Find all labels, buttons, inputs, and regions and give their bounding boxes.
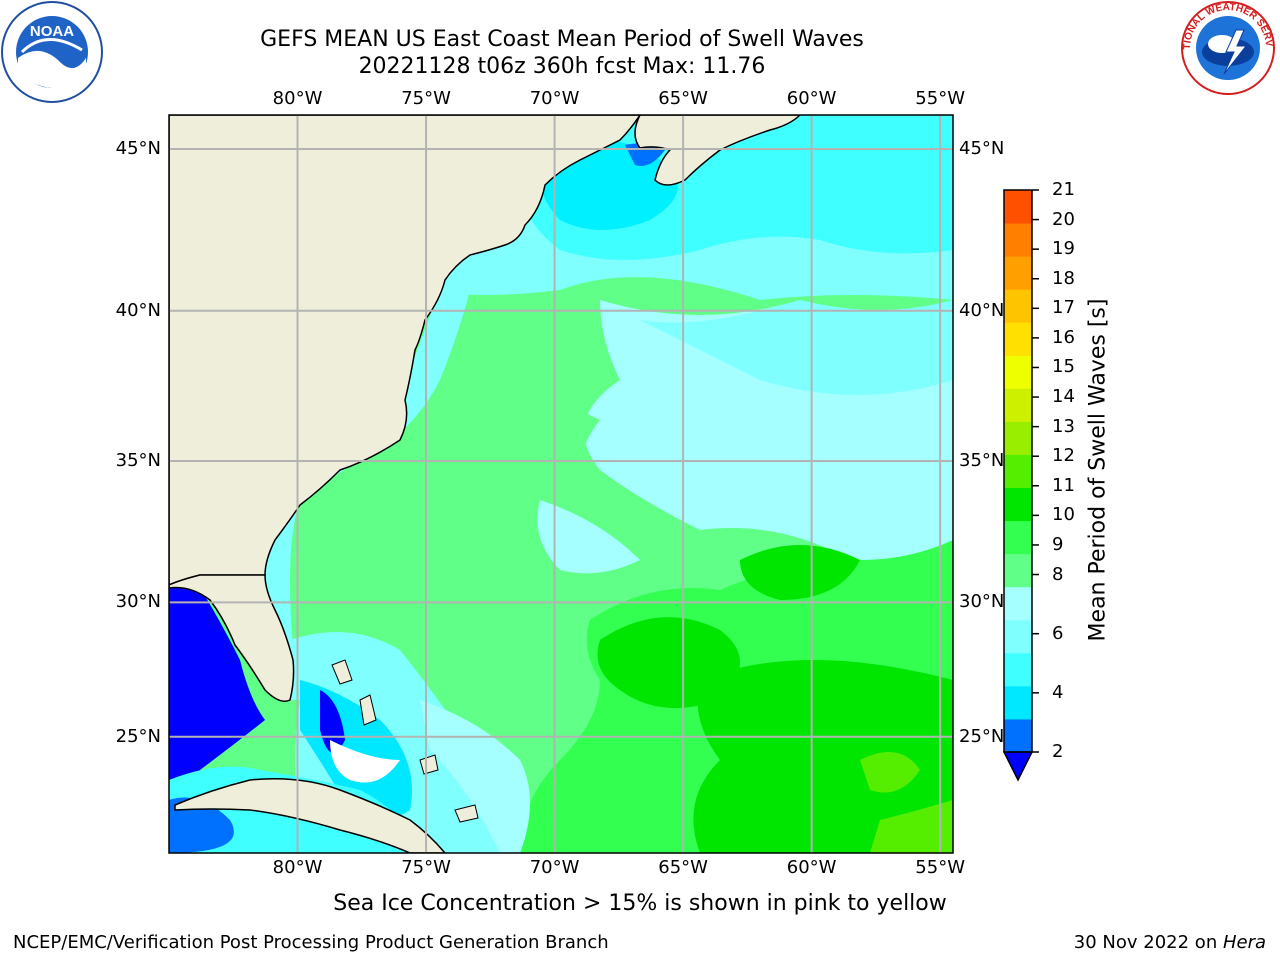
colorbar-tick-1: 4 (1052, 681, 1064, 703)
y-tick-left-1: 40°N (115, 299, 161, 321)
y-tick-right-3: 30°N (959, 591, 1005, 613)
colorbar-tick-15: 20 (1052, 208, 1075, 230)
colorbar-extend-min (1002, 751, 1034, 782)
colorbar-bin-9 (1004, 421, 1032, 455)
colorbar-tick-9: 14 (1052, 386, 1075, 408)
land-bahamas-3 (419, 754, 439, 775)
colorbar-bin-12 (1004, 322, 1032, 356)
colorbar-tick-8: 13 (1052, 415, 1075, 437)
plot-frame (168, 114, 954, 854)
field-yellow-green-1 (860, 752, 920, 793)
field-gulf-blue (169, 588, 265, 800)
field-bahamas-land-gap (330, 740, 400, 783)
grid-lines (169, 115, 953, 853)
field-yellow-green-2 (870, 800, 953, 853)
land-nova-scotia (634, 115, 802, 186)
field-caribbean-blue (169, 797, 234, 853)
colorbar-tick-11: 16 (1052, 326, 1075, 348)
chart-subtitle: 20221128 t06z 360h fcst Max: 11.76 (358, 54, 766, 79)
colorbar-bin-2 (1004, 652, 1032, 687)
colorbar-tick-10: 15 (1052, 356, 1075, 378)
colorbar (1002, 189, 1039, 782)
colorbar-bin-11 (1004, 355, 1032, 389)
land-bahamas-1 (331, 659, 353, 685)
colorbar-tick-0: 2 (1052, 741, 1064, 762)
machine-name: Hera (1222, 932, 1266, 953)
x-tick-bottom-3: 65°W (658, 857, 708, 878)
field-coastal-strip (260, 290, 470, 700)
land-bahamas-2 (359, 694, 377, 726)
colorbar-tick-14: 19 (1052, 238, 1075, 260)
colorbar-bin-16 (1004, 190, 1032, 224)
noaa-logo-text: NOAA (30, 23, 74, 40)
y-tick-right-2: 35°N (959, 449, 1005, 471)
colorbar-bin-0 (1004, 718, 1032, 753)
colorbar-bin-13 (1004, 289, 1032, 323)
x-tick-bottom-5: 55°W (915, 857, 965, 878)
colorbar-bin-7 (1004, 487, 1032, 522)
colorbar-tick-5: 10 (1052, 504, 1075, 526)
y-tick-right-4: 25°N (959, 725, 1005, 747)
field-light-cyan-east (640, 300, 953, 395)
field-dark-green-2 (693, 660, 953, 853)
nws-logo: NATIONAL WEATHER SERVICE (1178, 0, 1275, 95)
colorbar-tick-16: 21 (1052, 179, 1075, 200)
y-tick-right-1: 40°N (959, 299, 1005, 321)
x-tick-top-5: 55°W (915, 88, 965, 109)
colorbar-bin-3 (1004, 619, 1032, 654)
colorbar-bin-5 (1004, 553, 1032, 588)
y-tick-left-3: 30°N (115, 591, 161, 613)
colorbar-bin-10 (1004, 388, 1032, 422)
x-tick-bottom-2: 70°W (529, 857, 580, 878)
colorbar-tick-13: 18 (1052, 267, 1075, 289)
date-stamp: 30 Nov 2022 on Hera (1074, 933, 1266, 953)
colorbar-tick-12: 17 (1052, 297, 1075, 319)
colorbar-bin-1 (1004, 685, 1032, 720)
y-tick-left-4: 25°N (115, 725, 161, 747)
x-tick-top-2: 70°W (529, 88, 580, 109)
sea-ice-note: Sea Ice Concentration > 15% is shown in … (333, 891, 947, 916)
chart-title: GEFS MEAN US East Coast Mean Period of S… (260, 27, 864, 52)
land-florida (169, 574, 295, 702)
land-turks-caicos (454, 804, 479, 823)
y-tick-left-0: 45°N (115, 137, 161, 159)
colorbar-tick-2: 6 (1052, 622, 1064, 644)
x-tick-top-3: 65°W (658, 88, 708, 109)
colorbar-tick-7: 12 (1052, 445, 1075, 467)
colorbar-bin-4 (1004, 586, 1032, 621)
y-tick-left-2: 35°N (115, 449, 161, 471)
land-cuba (174, 778, 446, 853)
date-text: 30 Nov 2022 on (1073, 932, 1223, 953)
colorbar-frame (1003, 189, 1033, 753)
x-tick-top-0: 80°W (272, 88, 323, 109)
field-bahamas-pale (420, 700, 530, 853)
colorbar-bin-8 (1004, 454, 1032, 489)
y-tick-right-0: 45°N (959, 137, 1005, 159)
x-tick-bottom-0: 80°W (272, 857, 323, 878)
colorbar-tick-4: 9 (1052, 533, 1064, 555)
colorbar-label: Mean Period of Swell Waves [s] (1085, 298, 1111, 642)
x-tick-top-4: 60°W (786, 88, 837, 109)
colorbar-bin-15 (1004, 223, 1032, 257)
x-tick-top-1: 75°W (401, 88, 451, 109)
noaa-logo: NOAA (1, 1, 103, 103)
x-tick-bottom-4: 60°W (786, 857, 837, 878)
field-pale-patch (537, 500, 640, 574)
field-dark-green-3 (740, 545, 860, 600)
colorbar-bin-14 (1004, 256, 1032, 290)
colorbar-bin-6 (1004, 520, 1032, 555)
x-tick-bottom-1: 75°W (401, 857, 451, 878)
colorbar-tick-3: 8 (1052, 563, 1064, 585)
colorbar-tick-6: 11 (1052, 474, 1075, 496)
swell-period-field (169, 115, 953, 853)
credit-text: NCEP/EMC/Verification Post Processing Pr… (13, 932, 609, 953)
